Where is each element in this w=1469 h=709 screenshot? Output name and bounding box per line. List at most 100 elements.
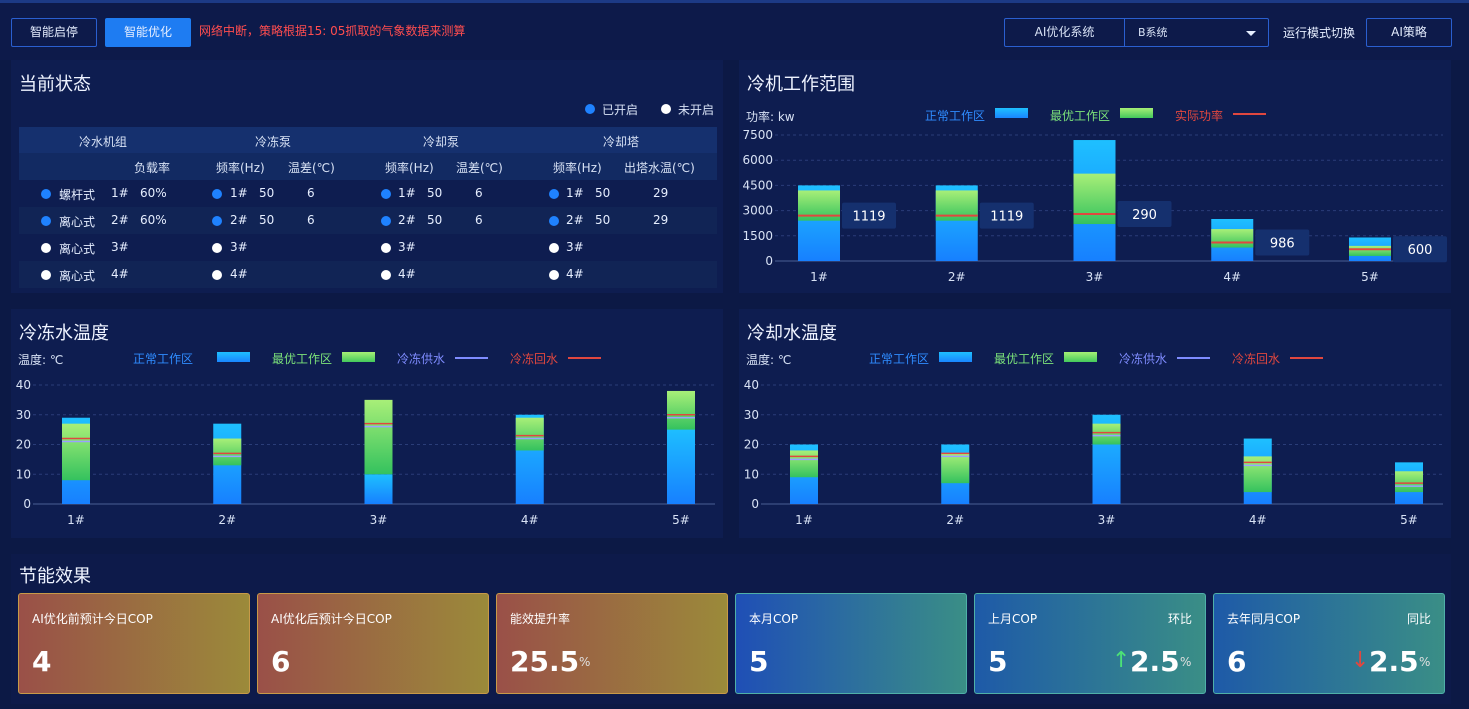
status-dot-icon — [41, 270, 51, 280]
status-dot-icon — [381, 216, 391, 226]
table-cell: 50 — [427, 186, 443, 200]
kpi-card-cop-after: AI优化后预计今日COP 6 — [257, 593, 489, 694]
chiller-range-panel: 冷机工作范围 功率: kw 正常工作区 最优工作区 实际功率 0 1500 3000… — [739, 60, 1451, 293]
group-header-chilled-pump: 冷冻泵 — [255, 135, 292, 149]
table-cell: 2# — [566, 213, 584, 227]
y-tick-label: 1500 — [742, 229, 773, 243]
y-tick-label: 3000 — [742, 204, 773, 218]
table-row: 螺杆式 1# 60% 1# 50 6 1# 50 6 1# 50 29 — [19, 180, 717, 207]
data-label: 1119 — [990, 210, 1023, 225]
y-tick-label: 10 — [744, 467, 759, 481]
table-cell: 60% — [140, 186, 167, 200]
legend-optimal-label: 最优工作区 — [1050, 109, 1111, 123]
table-cell: 50 — [259, 213, 275, 227]
smart-optimize-button[interactable]: 智能优化 — [105, 18, 191, 47]
table-cell: 60% — [140, 213, 167, 227]
optimal-range-bar — [1092, 423, 1121, 445]
legend-normal-label: 正常工作区 — [869, 352, 930, 366]
normal-range-bar — [667, 426, 695, 504]
kpi-label: AI优化前预计今日COP — [32, 612, 153, 626]
table-cell: 4# — [398, 267, 416, 281]
y-tick-label: 0 — [765, 254, 773, 268]
mode-switch-label: 运行模式切换 — [1283, 26, 1356, 40]
table-cell: 2# — [230, 213, 248, 227]
legend-return-label: 冷冻回水 — [1232, 352, 1281, 366]
panel-title: 当前状态 — [19, 74, 91, 95]
kpi-unit: % — [1180, 655, 1192, 669]
table-cell: 2# — [398, 213, 416, 227]
table-cell: 29 — [653, 213, 669, 227]
subheader-temp-diff: 温差(℃) — [288, 161, 335, 175]
x-tick-label: 1# — [67, 513, 85, 527]
table-cell: 29 — [653, 186, 669, 200]
y-tick-label: 30 — [744, 408, 759, 422]
y-tick-label: 7500 — [742, 128, 773, 142]
optimal-range-bar — [790, 450, 818, 478]
subheader-freq: 频率(Hz) — [385, 161, 434, 175]
subheader-freq: 频率(Hz) — [216, 161, 265, 175]
legend-optimal-label: 最优工作区 — [994, 352, 1055, 366]
table-cell: 1# — [230, 186, 248, 200]
kpi-compare-label: 同比 — [1406, 612, 1431, 626]
system-selector-value[interactable]: B系统 — [1138, 26, 1168, 39]
y-axis-unit-label: 功率: kw — [746, 110, 795, 124]
x-tick-label: 4# — [1249, 513, 1267, 527]
chiller-range-chart: 0 1500 3000 4500 6000 7500 1119 1# 1119 2# 290 3# 98… — [742, 128, 1447, 284]
system-selector-label: AI优化系统 — [1005, 19, 1125, 46]
system-selector[interactable]: AI优化系统 B系统 — [1004, 18, 1269, 47]
chilled-water-panel: 冷冻水温度 温度: ℃ 正常工作区 最优工作区 冷冻供水 冷冻回水 0 10 20 3… — [11, 309, 723, 538]
y-axis-unit-label: 温度: ℃ — [18, 353, 64, 367]
table-cell: 3# — [111, 240, 129, 254]
optimal-range-bar — [1073, 173, 1116, 225]
top-toolbar: 智能启停 智能优化 网络中断，策略根据15: 05抓取的气象数据来测算 AI优化… — [0, 0, 1469, 60]
table-cell: 50 — [595, 186, 611, 200]
y-axis-unit-label: 温度: ℃ — [746, 353, 792, 367]
group-header-chiller: 冷水机组 — [79, 135, 128, 149]
table-cell: 50 — [259, 186, 275, 200]
y-tick-label: 4500 — [742, 178, 773, 192]
status-dot-icon — [41, 189, 51, 199]
y-tick-label: 6000 — [742, 153, 773, 167]
x-tick-label: 4# — [521, 513, 539, 527]
y-tick-label: 10 — [16, 467, 31, 481]
optimal-range-bar — [213, 438, 242, 466]
data-label-box — [842, 202, 896, 229]
status-dot-icon — [549, 189, 559, 199]
kpi-label: 本月COP — [749, 612, 799, 626]
kpi-value: 6 — [271, 645, 291, 678]
group-header-cooling-tower: 冷却塔 — [603, 135, 640, 149]
group-header-cooling-pump: 冷却泵 — [423, 135, 460, 149]
table-cell: 6 — [475, 186, 483, 200]
smart-start-stop-button[interactable]: 智能启停 — [11, 18, 97, 47]
table-group-header: 冷水机组 冷冻泵 冷却泵 冷却塔 — [19, 127, 717, 153]
legend-supply-label: 冷冻供水 — [397, 352, 446, 366]
table-cell: 离心式 — [59, 242, 96, 256]
status-dot-icon — [549, 270, 559, 280]
status-dot-icon — [381, 189, 391, 199]
legend-optimal-label: 最优工作区 — [272, 352, 333, 366]
legend-supply-line — [1177, 357, 1210, 359]
legend-return-line — [1290, 357, 1323, 359]
table-cell: 离心式 — [59, 215, 96, 229]
chart-title: 冷却水温度 — [747, 323, 837, 344]
legend-return-line — [568, 357, 601, 359]
table-cell: 1# — [566, 186, 584, 200]
legend-normal-swatch — [217, 352, 250, 362]
kpi-value: 6 — [1227, 645, 1247, 678]
arrow-down-icon: ↓ — [1351, 648, 1370, 673]
optimal-range-bar — [515, 417, 544, 451]
data-label: 1119 — [852, 210, 885, 225]
mode-switch-button[interactable]: AI策略 — [1366, 18, 1452, 47]
kpi-label: 能效提升率 — [510, 612, 571, 626]
status-dot-icon — [212, 216, 222, 226]
legend-on-label: 已开启 — [602, 103, 639, 117]
optimal-range-bar — [1395, 471, 1423, 493]
chevron-down-icon[interactable] — [1246, 31, 1256, 36]
table-cell: 3# — [566, 240, 584, 254]
legend-off-dot — [661, 104, 671, 114]
kpi-card-last-month-cop: 上月COP 环比 5 ↑ 2.5 % — [974, 593, 1206, 694]
network-warning-text: 网络中断，策略根据15: 05抓取的气象数据来测算 — [199, 24, 466, 38]
legend-off-label: 未开启 — [678, 103, 715, 117]
table-cell: 3# — [230, 240, 248, 254]
legend-optimal-swatch — [1120, 108, 1153, 118]
